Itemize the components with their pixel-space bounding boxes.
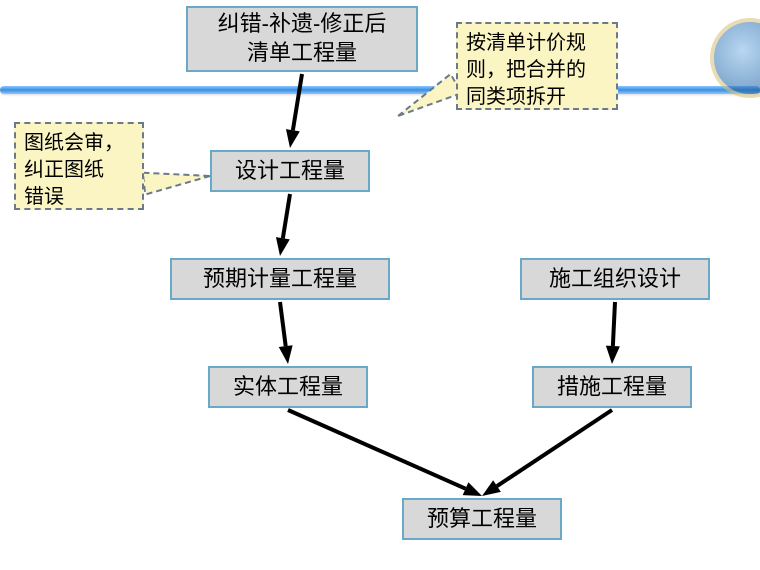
flow-node-n5: 施工组织设计 xyxy=(520,258,710,300)
flow-node-n2: 设计工程量 xyxy=(210,150,370,192)
flow-node-n4: 实体工程量 xyxy=(208,366,368,408)
flow-node-n3: 预期计量工程量 xyxy=(170,258,390,300)
callout-c1: 按清单计价规 则，把合并的 同类项拆开 xyxy=(456,22,618,110)
horizontal-accent-bar xyxy=(0,86,760,94)
flow-node-n6: 措施工程量 xyxy=(532,366,692,408)
flow-node-n1: 纠错-补遗-修正后 清单工程量 xyxy=(186,6,418,72)
callout-c2: 图纸会审， 纠正图纸 错误 xyxy=(14,122,144,210)
flow-node-n7: 预算工程量 xyxy=(402,498,562,540)
